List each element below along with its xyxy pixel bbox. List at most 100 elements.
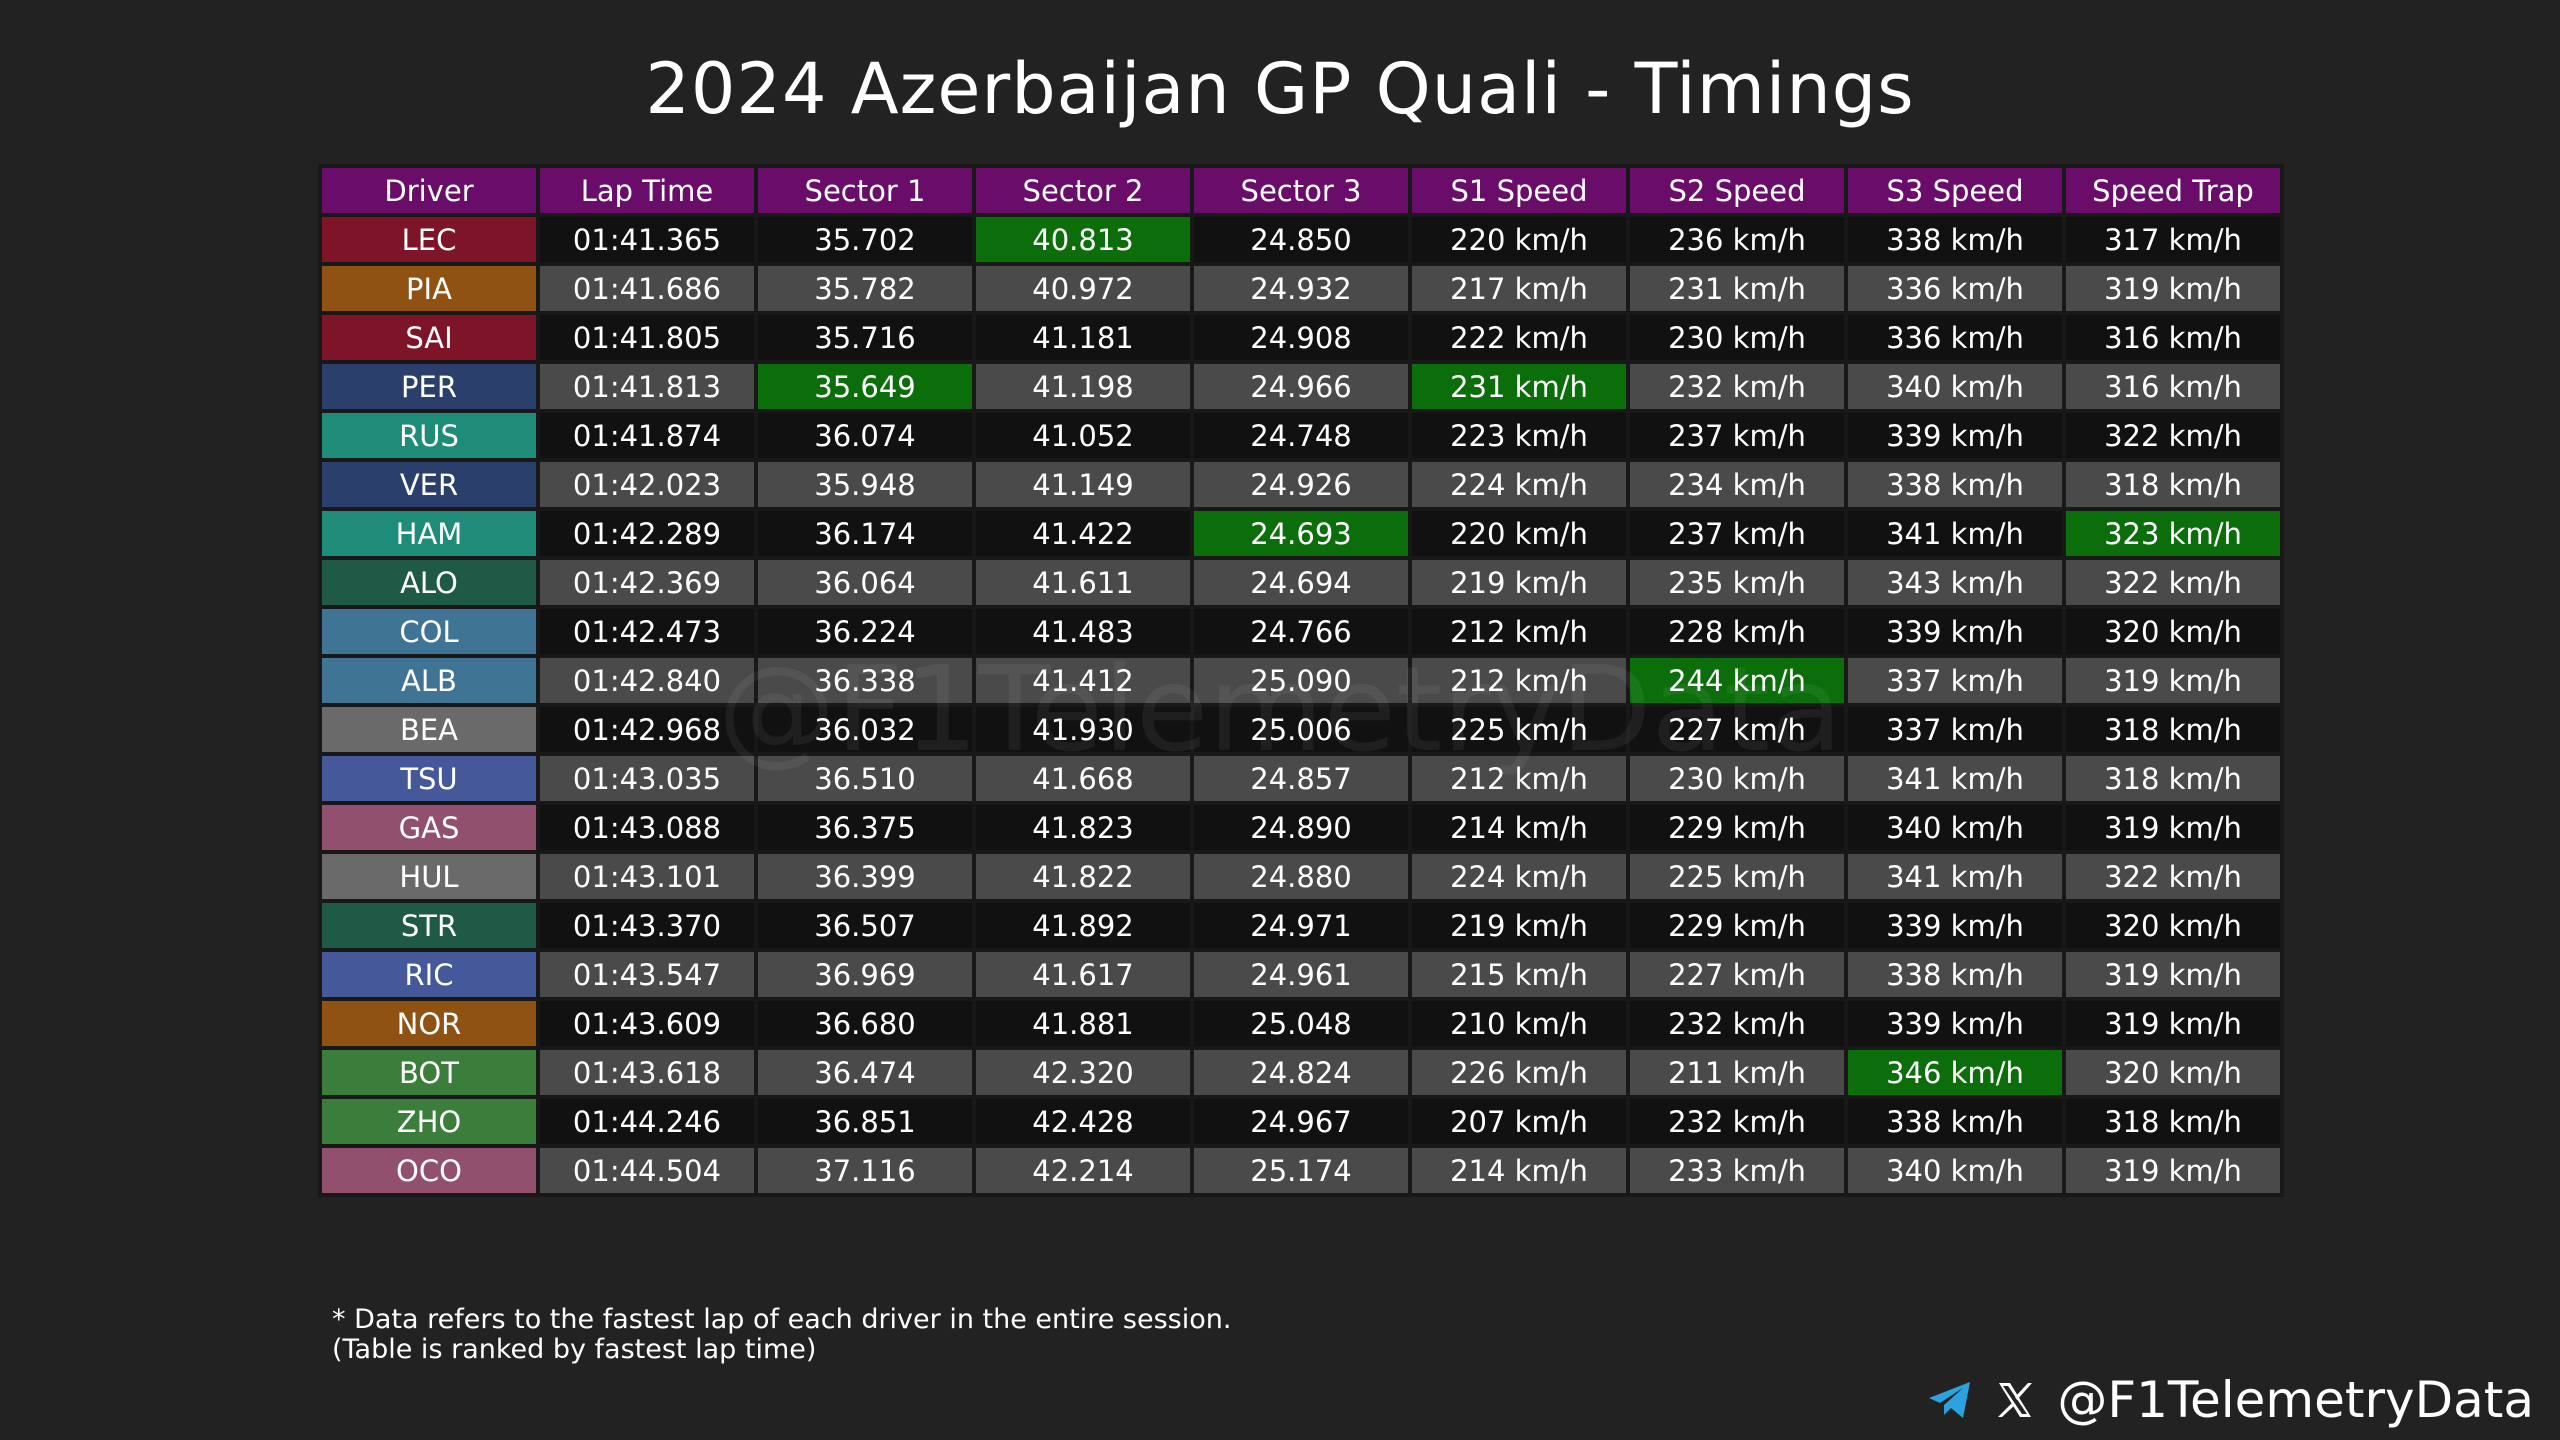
cell-lap-time: 01:42.369 xyxy=(536,556,758,609)
cell-s2-speed: 232 km/h xyxy=(1626,1095,1848,1148)
cell-s3-speed: 336 km/h xyxy=(1844,311,2066,364)
cell-lap-time: 01:43.088 xyxy=(536,801,758,854)
cell-sector-3: 24.850 xyxy=(1190,213,1412,266)
cell-s1-speed: 225 km/h xyxy=(1408,703,1630,756)
cell-lap-time: 01:44.504 xyxy=(536,1144,758,1197)
cell-s3-speed: 337 km/h xyxy=(1844,654,2066,707)
cell-s1-speed: 217 km/h xyxy=(1408,262,1630,315)
telegram-icon[interactable] xyxy=(1927,1380,1973,1420)
cell-sector-2: 41.668 xyxy=(972,752,1194,805)
column-header-sector-2: Sector 2 xyxy=(972,164,1194,217)
driver-cell: HUL xyxy=(318,850,540,903)
cell-speed-trap: 322 km/h xyxy=(2062,409,2284,462)
cell-sector-3: 24.890 xyxy=(1190,801,1412,854)
cell-sector-2: 41.198 xyxy=(972,360,1194,413)
cell-lap-time: 01:41.686 xyxy=(536,262,758,315)
table-row: BOT 01:43.618 36.474 42.320 24.824 226 km/h 21… xyxy=(318,1046,2284,1099)
driver-cell: LEC xyxy=(318,213,540,266)
cell-sector-1: 36.507 xyxy=(754,899,976,952)
cell-s3-speed: 338 km/h xyxy=(1844,213,2066,266)
cell-sector-1: 35.649 xyxy=(754,360,976,413)
cell-speed-trap: 319 km/h xyxy=(2062,801,2284,854)
cell-s2-speed: 227 km/h xyxy=(1626,703,1848,756)
cell-s2-speed: 229 km/h xyxy=(1626,801,1848,854)
cell-lap-time: 01:42.023 xyxy=(536,458,758,511)
cell-sector-1: 36.074 xyxy=(754,409,976,462)
cell-s3-speed: 338 km/h xyxy=(1844,458,2066,511)
cell-speed-trap: 320 km/h xyxy=(2062,605,2284,658)
cell-s1-speed: 219 km/h xyxy=(1408,556,1630,609)
cell-s1-speed: 210 km/h xyxy=(1408,997,1630,1050)
table-header-row: Driver Lap Time Sector 1 Sector 2 Sector 3 S1… xyxy=(318,164,2284,217)
driver-cell: RIC xyxy=(318,948,540,1001)
cell-sector-2: 41.892 xyxy=(972,899,1194,952)
x-icon[interactable] xyxy=(1995,1380,2035,1420)
cell-s2-speed: 211 km/h xyxy=(1626,1046,1848,1099)
driver-cell: VER xyxy=(318,458,540,511)
driver-cell: BOT xyxy=(318,1046,540,1099)
cell-sector-2: 41.483 xyxy=(972,605,1194,658)
cell-speed-trap: 318 km/h xyxy=(2062,458,2284,511)
driver-cell: BEA xyxy=(318,703,540,756)
cell-s1-speed: 207 km/h xyxy=(1408,1095,1630,1148)
cell-s3-speed: 340 km/h xyxy=(1844,801,2066,854)
cell-sector-3: 24.908 xyxy=(1190,311,1412,364)
table-row: RIC 01:43.547 36.969 41.617 24.961 215 km/h 22… xyxy=(318,948,2284,1001)
cell-sector-3: 24.694 xyxy=(1190,556,1412,609)
timings-table: Driver Lap Time Sector 1 Sector 2 Sector 3 S1… xyxy=(318,164,2284,1197)
table-row: HUL 01:43.101 36.399 41.822 24.880 224 km/h 22… xyxy=(318,850,2284,903)
footnote-line-2: (Table is ranked by fastest lap time) xyxy=(332,1334,817,1365)
cell-s3-speed: 339 km/h xyxy=(1844,997,2066,1050)
cell-sector-2: 40.813 xyxy=(972,213,1194,266)
cell-sector-2: 41.052 xyxy=(972,409,1194,462)
cell-sector-1: 36.032 xyxy=(754,703,976,756)
cell-speed-trap: 322 km/h xyxy=(2062,556,2284,609)
cell-sector-2: 42.214 xyxy=(972,1144,1194,1197)
table-row: STR 01:43.370 36.507 41.892 24.971 219 km/h 22… xyxy=(318,899,2284,952)
driver-cell: COL xyxy=(318,605,540,658)
cell-s2-speed: 234 km/h xyxy=(1626,458,1848,511)
driver-cell: HAM xyxy=(318,507,540,560)
table-row: VER 01:42.023 35.948 41.149 24.926 224 km/h 23… xyxy=(318,458,2284,511)
cell-s2-speed: 227 km/h xyxy=(1626,948,1848,1001)
cell-speed-trap: 317 km/h xyxy=(2062,213,2284,266)
cell-sector-1: 36.510 xyxy=(754,752,976,805)
cell-s2-speed: 229 km/h xyxy=(1626,899,1848,952)
cell-sector-3: 25.006 xyxy=(1190,703,1412,756)
cell-s3-speed: 339 km/h xyxy=(1844,605,2066,658)
table-row: PER 01:41.813 35.649 41.198 24.966 231 km/h 23… xyxy=(318,360,2284,413)
column-header-lap-time: Lap Time xyxy=(536,164,758,217)
driver-cell: RUS xyxy=(318,409,540,462)
cell-sector-3: 25.090 xyxy=(1190,654,1412,707)
cell-s3-speed: 340 km/h xyxy=(1844,360,2066,413)
table-row: SAI 01:41.805 35.716 41.181 24.908 222 km/h 23… xyxy=(318,311,2284,364)
cell-sector-2: 41.149 xyxy=(972,458,1194,511)
cell-sector-1: 35.948 xyxy=(754,458,976,511)
cell-lap-time: 01:42.968 xyxy=(536,703,758,756)
cell-s1-speed: 220 km/h xyxy=(1408,507,1630,560)
cell-s2-speed: 244 km/h xyxy=(1626,654,1848,707)
table-row: BEA 01:42.968 36.032 41.930 25.006 225 km/h 22… xyxy=(318,703,2284,756)
cell-lap-time: 01:43.547 xyxy=(536,948,758,1001)
driver-cell: ZHO xyxy=(318,1095,540,1148)
driver-cell: STR xyxy=(318,899,540,952)
cell-s1-speed: 220 km/h xyxy=(1408,213,1630,266)
cell-s3-speed: 340 km/h xyxy=(1844,1144,2066,1197)
cell-s2-speed: 237 km/h xyxy=(1626,409,1848,462)
cell-sector-2: 41.181 xyxy=(972,311,1194,364)
cell-lap-time: 01:43.609 xyxy=(536,997,758,1050)
cell-s1-speed: 222 km/h xyxy=(1408,311,1630,364)
cell-sector-1: 36.338 xyxy=(754,654,976,707)
cell-sector-3: 24.766 xyxy=(1190,605,1412,658)
driver-cell: NOR xyxy=(318,997,540,1050)
cell-speed-trap: 322 km/h xyxy=(2062,850,2284,903)
cell-sector-1: 36.680 xyxy=(754,997,976,1050)
cell-s1-speed: 214 km/h xyxy=(1408,1144,1630,1197)
cell-sector-3: 24.961 xyxy=(1190,948,1412,1001)
column-header-speed-trap: Speed Trap xyxy=(2062,164,2284,217)
cell-sector-3: 24.857 xyxy=(1190,752,1412,805)
cell-s3-speed: 338 km/h xyxy=(1844,1095,2066,1148)
cell-s3-speed: 336 km/h xyxy=(1844,262,2066,315)
social-handle: @F1TelemetryData xyxy=(1927,1370,2534,1430)
cell-s3-speed: 341 km/h xyxy=(1844,507,2066,560)
